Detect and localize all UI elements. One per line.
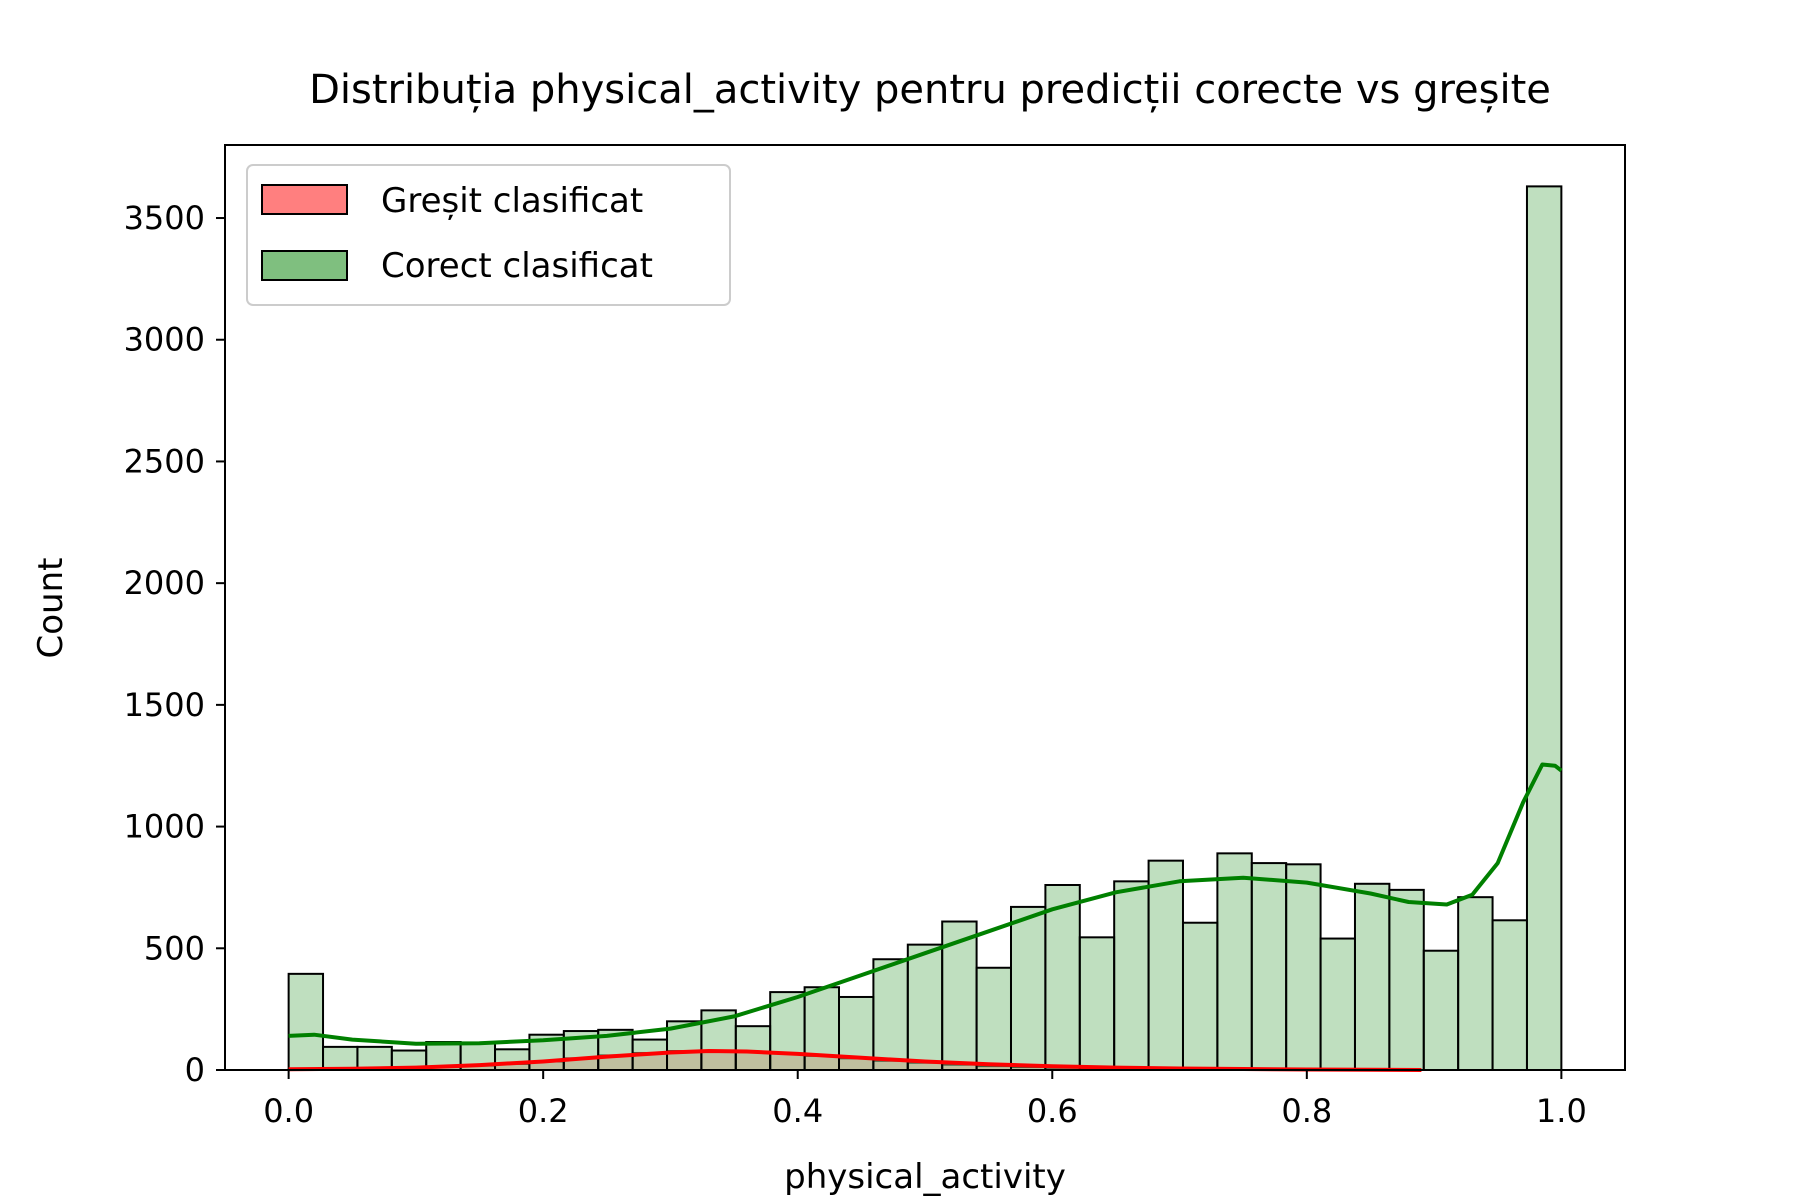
x-tick-label: 0.4: [772, 1092, 823, 1130]
bar-1-30: [1319, 937, 1356, 1071]
x-tick-label: 0.8: [1281, 1092, 1332, 1130]
bar-1-29: [1285, 863, 1322, 1071]
y-tick-label: 2000: [124, 564, 205, 602]
bar-series-1: [287, 185, 1563, 1072]
x-tick-label: 0.2: [518, 1092, 569, 1130]
y-axis-label: Count: [31, 558, 71, 659]
bar-1-36: [1525, 185, 1563, 1071]
x-tick-label: 0.6: [1027, 1092, 1078, 1130]
legend-label-corect: Corect clasificat: [381, 246, 653, 286]
bar-1-23: [1078, 936, 1116, 1071]
y-axis-ticks: 0 500 1000 1500 2000 2500 3000 3500: [124, 199, 225, 1089]
bar-1-13: [734, 1025, 772, 1071]
bar-1-26: [1181, 921, 1219, 1072]
kde-layer: [288, 762, 1563, 1072]
y-tick-label: 500: [144, 929, 205, 967]
legend: Greșit clasificat Corect clasificat: [246, 164, 731, 306]
bar-1-33: [1422, 949, 1460, 1072]
bar-1-1: [322, 1045, 359, 1071]
legend-swatch-corect: [261, 250, 348, 281]
x-axis-ticks: 0.0 0.2 0.4 0.6 0.8 1.0: [263, 1070, 1587, 1130]
bar-1-27: [1216, 852, 1253, 1072]
bar-1-25: [1147, 859, 1184, 1071]
bar-1-24: [1113, 880, 1150, 1072]
bar-1-20: [975, 966, 1012, 1072]
bar-1-0: [287, 972, 325, 1072]
bar-1-28: [1250, 862, 1288, 1071]
chart-title: Distribuția physical_activity pentru pre…: [309, 67, 1551, 113]
plot-frame: [224, 144, 1626, 1071]
bar-1-35: [1491, 919, 1528, 1072]
legend-swatch-gresit: [261, 184, 348, 215]
x-tick-label: 0.0: [263, 1092, 314, 1130]
bar-1-31: [1353, 882, 1391, 1071]
y-tick-label: 1000: [124, 808, 205, 846]
x-axis-label: physical_activity: [784, 1157, 1066, 1197]
bar-1-34: [1457, 896, 1494, 1072]
bar-1-6: [494, 1048, 531, 1071]
y-tick-label: 3500: [124, 199, 205, 237]
y-tick-label: 2500: [124, 442, 205, 480]
y-tick-label: 0: [185, 1051, 205, 1089]
bar-1-18: [906, 943, 944, 1072]
kde-line-1: [288, 762, 1563, 1046]
bar-1-22: [1044, 884, 1081, 1071]
legend-box: [246, 164, 731, 306]
bar-1-17: [872, 958, 909, 1071]
x-tick-label: 1.0: [1536, 1092, 1587, 1130]
kde-line-0: [288, 1049, 1422, 1072]
bars-layer: [287, 185, 1563, 1072]
legend-label-gresit: Greșit clasificat: [381, 181, 643, 221]
y-tick-label: 3000: [124, 321, 205, 359]
bar-1-32: [1388, 888, 1425, 1071]
bar-1-21: [1009, 905, 1047, 1071]
y-tick-label: 1500: [124, 686, 205, 724]
